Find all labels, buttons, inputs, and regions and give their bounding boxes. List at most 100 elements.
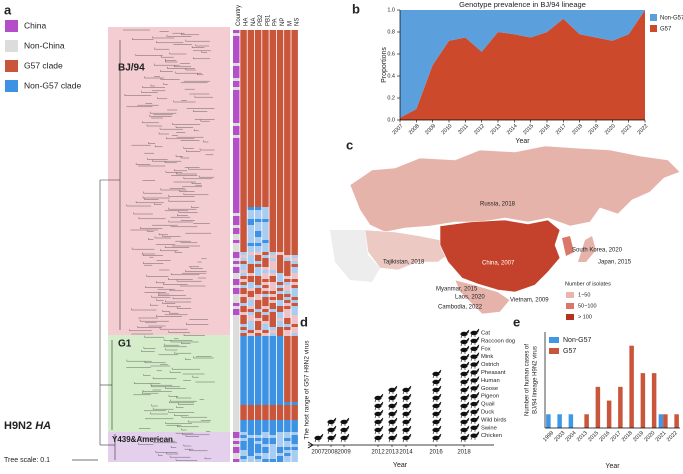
heat-cell [276,186,284,189]
heat-cell [247,330,255,333]
heat-cell [254,381,262,384]
heat-cell [262,42,269,45]
heat-cell [269,102,276,105]
heat-cell [233,399,240,402]
heat-cell [254,354,262,357]
heat-cell [233,453,240,456]
heat-cell [254,306,262,309]
heat-cell [254,336,262,339]
heat-cell [276,444,284,447]
heat-cell [240,231,247,234]
heat-cell [262,132,269,135]
x-tick-label: 2013 [576,430,589,443]
heat-cell [262,282,269,285]
heat-cell [284,30,291,33]
x-tick-label: 2013 [490,123,503,136]
heat-cell [233,258,240,261]
host-label: Quail [481,402,495,408]
heat-cell [262,93,269,96]
host-label: Chicken [481,433,502,439]
heat-cell [233,426,240,429]
heat-cell [269,417,276,420]
heat-cell [291,123,298,126]
heat-cell [276,423,284,426]
heat-cell [262,33,269,36]
heat-cell [233,159,240,162]
x-tick-label: 2022 [637,123,650,136]
heat-cell [262,159,269,162]
heat-cell [233,69,240,72]
heat-cell [269,315,276,318]
heat-cell [247,222,255,225]
heat-cell [291,42,298,45]
heat-cell [269,372,276,375]
heat-cell [291,393,298,396]
heat-cell [247,453,255,456]
heat-cell [269,75,276,78]
heat-cell [254,219,262,222]
heat-cell [262,360,269,363]
heat-cell [233,309,240,312]
heat-cell [254,369,262,372]
heat-cell [291,219,298,222]
heat-cell [262,219,269,222]
heat-cell [276,366,284,369]
heat-cell [233,240,240,243]
host-icon [470,399,480,409]
heat-cell [247,126,255,129]
heat-cell [269,390,276,393]
heat-cell [262,129,269,132]
heat-cell [262,135,269,138]
heat-cell [240,60,247,63]
heat-cell [240,87,247,90]
heat-cell [254,315,262,318]
heat-cell [262,162,269,165]
country-shape [439,219,561,293]
heat-cell [284,303,291,306]
heat-cell [284,312,291,315]
heat-cell [291,411,298,414]
heat-cell [262,354,269,357]
heat-cell [254,453,262,456]
heat-cell [247,285,255,288]
heat-cell [284,174,291,177]
heat-cell [291,249,298,252]
heat-cell [240,435,247,438]
heat-cell [233,306,240,309]
heat-cell [276,36,284,39]
heat-cell [276,213,284,216]
x-tick-label: 2017 [555,123,568,136]
heat-cell [269,165,276,168]
heat-cell [247,207,255,210]
heat-cell [284,225,291,228]
heat-cell [284,399,291,402]
x-tick-label: 2018 [571,123,584,136]
heat-cell [291,132,298,135]
heat-cell [276,243,284,246]
map-legend-title: Number of isolates [565,281,611,287]
heat-cell [276,261,284,264]
heat-cell [291,63,298,66]
heat-cell [233,156,240,159]
host-icon [470,376,480,385]
heat-cell [240,255,247,258]
heat-cell [276,201,284,204]
heat-cell [276,387,284,390]
heat-cell [284,69,291,72]
heat-cell [291,351,298,354]
heat-cell [254,93,262,96]
heat-cell [233,183,240,186]
heat-cell [269,141,276,144]
heat-cell [254,375,262,378]
heat-cell [240,96,247,99]
heat-cell [284,273,291,276]
heat-cell [262,90,269,93]
heat-cell [276,279,284,282]
heat-cell [276,105,284,108]
heat-cell [262,222,269,225]
heat-cell [254,363,262,366]
country-shape [578,236,596,262]
heat-cell [247,447,255,450]
heat-cell [254,348,262,351]
